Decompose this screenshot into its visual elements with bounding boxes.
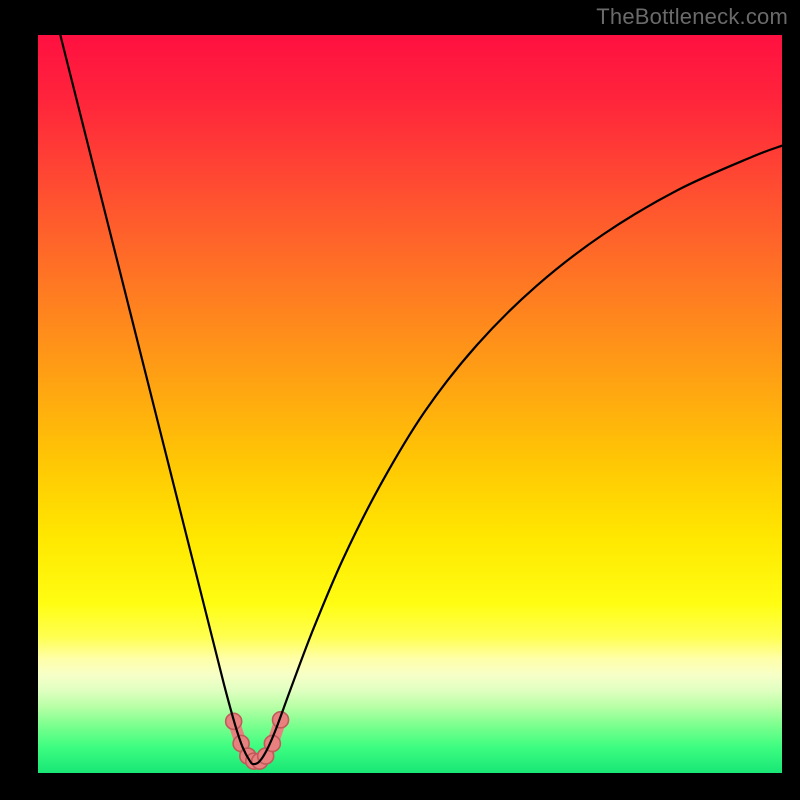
chart-stage: TheBottleneck.com	[0, 0, 800, 800]
watermark-text: TheBottleneck.com	[596, 4, 788, 30]
frame-left	[0, 0, 38, 800]
frame-bottom	[0, 773, 800, 800]
bottleneck-chart	[0, 0, 800, 800]
gradient-background	[38, 35, 782, 773]
frame-right	[782, 0, 800, 800]
